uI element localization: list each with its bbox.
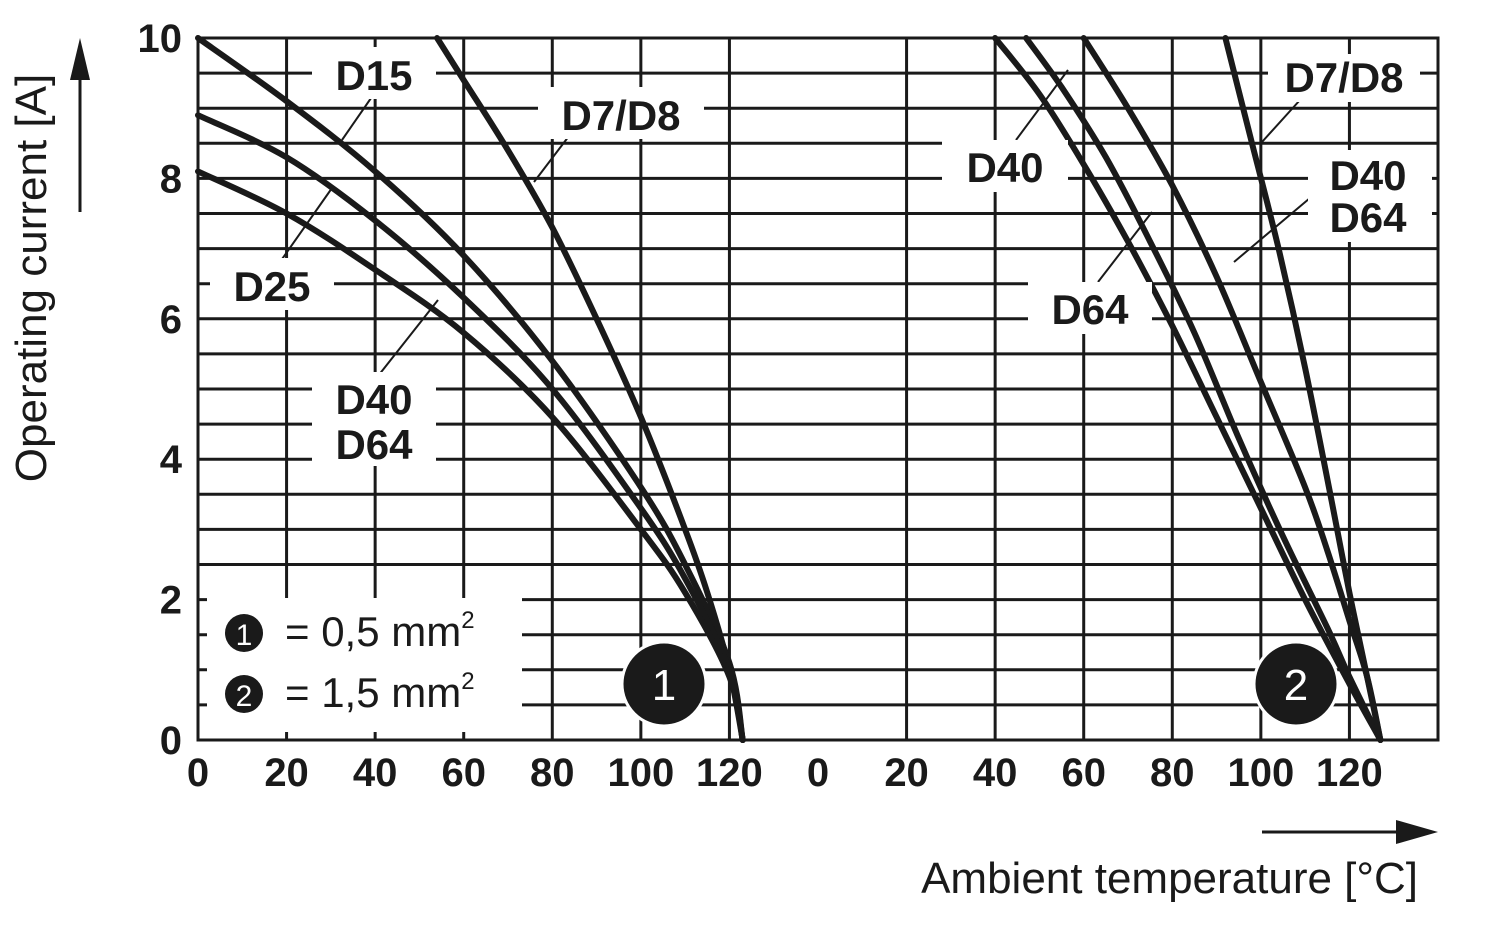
series-line-p2-1 <box>1023 35 1384 743</box>
y-axis-arrow-head <box>70 38 90 80</box>
series-label-p1-d15: D15 <box>335 52 412 99</box>
series-label-p2-d64: D64 <box>1051 286 1129 333</box>
series-label-p1-d40: D40 <box>335 376 412 423</box>
series-label-background <box>1268 54 1420 102</box>
curves <box>195 35 1384 743</box>
series-label-leader <box>1097 211 1153 283</box>
x-axis-title: Ambient temperature [°C] <box>921 854 1418 903</box>
legend: 1 = 0,5 mm2 2 = 1,5 mm2 <box>207 598 522 732</box>
x-tick-label-p2: 100 <box>1227 751 1294 795</box>
panel-badge-2: 2 <box>1252 640 1340 728</box>
grid <box>198 38 1438 740</box>
legend-marker-2 <box>225 675 263 713</box>
series-label-p2-d64: D64 <box>1329 194 1407 241</box>
y-tick-label: 6 <box>160 298 182 342</box>
series-label-background <box>312 47 436 99</box>
legend-item-1: 1 = 0,5 mm2 <box>225 607 475 655</box>
series-label-leader <box>279 187 333 263</box>
series-label-p2-d7-d8: D7/D8 <box>1284 54 1403 101</box>
series-label-background <box>312 372 436 420</box>
series-line-p2-3 <box>1222 35 1384 743</box>
series-label-background <box>1308 150 1432 196</box>
x-tick-label-p2: 120 <box>1316 751 1383 795</box>
panel-badge-1-text: 1 <box>652 661 676 710</box>
series-label-p2-d40: D40 <box>966 144 1043 191</box>
series-line-p1-2 <box>195 112 746 743</box>
x-tick-label-p1: 120 <box>696 751 763 795</box>
series-label-leader <box>1261 99 1301 143</box>
series-line-p2-2 <box>1080 35 1384 743</box>
legend-marker-1 <box>225 614 263 652</box>
series-label-leader <box>377 299 439 377</box>
legend-text-2: = 1,5 mm2 <box>285 668 475 716</box>
x-tick-label-p1: 60 <box>441 751 486 795</box>
x-tick-label-p2: 20 <box>884 751 929 795</box>
x-tick-label-p1: 100 <box>607 751 674 795</box>
legend-item-2: 2 = 1,5 mm2 <box>225 668 475 716</box>
y-axis-title: Operating current [A] <box>7 74 56 482</box>
series-label-background <box>942 140 1068 192</box>
y-tick-label: 4 <box>160 438 183 482</box>
y-tick-label: 8 <box>160 157 182 201</box>
series-label-leader <box>533 131 573 183</box>
series-label-leader <box>1015 69 1069 141</box>
y-tick-label: 2 <box>160 579 182 623</box>
plot-frame <box>196 36 1440 742</box>
series-label-leader <box>1233 197 1311 263</box>
y-tick-label: 0 <box>160 719 182 763</box>
x-tick-label-p1: 80 <box>530 751 575 795</box>
series-label-p1-d25: D25 <box>233 263 310 310</box>
series-label-background <box>312 420 436 466</box>
series-line-p1-1 <box>434 35 746 743</box>
panel-badge-2-text: 2 <box>1284 661 1308 710</box>
legend-marker-1-text: 1 <box>236 619 253 652</box>
series-label-background <box>1308 196 1432 242</box>
legend-text-1: = 0,5 mm2 <box>285 607 475 655</box>
series-label-background <box>538 87 704 139</box>
x-tick-label-p2: 60 <box>1061 751 1106 795</box>
x-tick-label-p2: 40 <box>973 751 1018 795</box>
x-axis-arrow-head <box>1396 820 1438 844</box>
x-tick-label-p1: 0 <box>187 751 209 795</box>
x-tick-label-p1: 20 <box>264 751 309 795</box>
series-line-p1-3 <box>195 168 746 743</box>
series-line-p2-0 <box>992 35 1384 743</box>
legend-marker-2-text: 2 <box>236 680 253 713</box>
x-tick-label-p2: 80 <box>1150 751 1195 795</box>
legend-box <box>207 598 522 732</box>
series-label-p1-d7-d8: D7/D8 <box>561 92 680 139</box>
panel-badge-1: 1 <box>620 640 708 728</box>
series-label-background <box>210 258 334 310</box>
series-label-p1-d64: D64 <box>335 421 413 468</box>
series-line-p1-0 <box>195 35 746 743</box>
series-label-background <box>1028 282 1152 334</box>
x-tick-label-p2: 0 <box>807 751 829 795</box>
y-tick-label: 10 <box>138 17 183 61</box>
series-label-p2-d40: D40 <box>1329 152 1406 199</box>
x-tick-label-p1: 40 <box>353 751 398 795</box>
